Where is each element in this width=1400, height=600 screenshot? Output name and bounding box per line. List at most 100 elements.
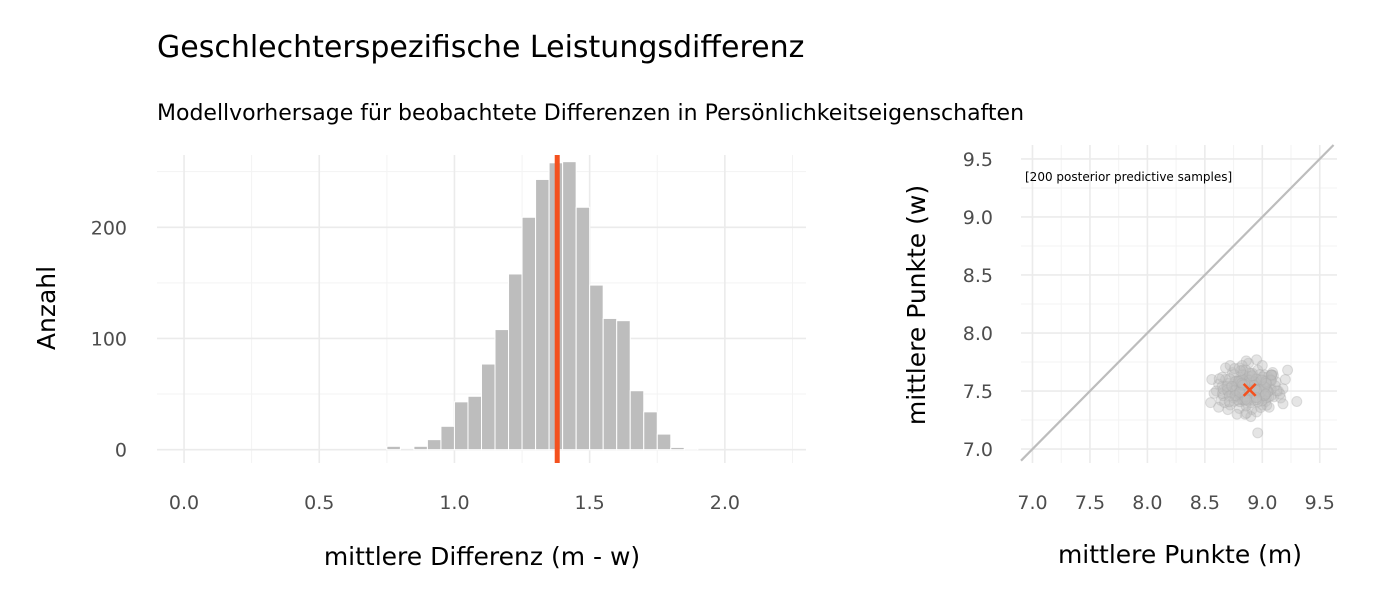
histogram-bar bbox=[535, 178, 550, 451]
sample-point bbox=[1229, 376, 1241, 388]
sample-point bbox=[1259, 369, 1271, 381]
scatter-y-axis-label: mittlere Punkte (w) bbox=[902, 185, 931, 425]
sample-point bbox=[1228, 369, 1240, 381]
sample-point bbox=[1213, 401, 1225, 413]
sample-point bbox=[1266, 369, 1278, 381]
scatter-annotation: [200 posterior predictive samples] bbox=[1025, 170, 1232, 184]
sample-point bbox=[1262, 386, 1274, 398]
histogram-bar bbox=[453, 401, 469, 451]
sample-point bbox=[1237, 379, 1249, 391]
sample-point bbox=[1236, 371, 1248, 383]
sample-point bbox=[1291, 395, 1303, 407]
histogram-bars bbox=[386, 161, 699, 451]
sample-point bbox=[1208, 387, 1220, 399]
chart-subtitle: Modellvorhersage für beobachtete Differe… bbox=[157, 101, 1024, 126]
histogram-bar bbox=[494, 329, 510, 451]
sample-point bbox=[1226, 380, 1238, 392]
chart-title: Geschlechterspezifische Leistungsdiffere… bbox=[157, 30, 804, 65]
sample-point bbox=[1224, 360, 1236, 372]
sample-point bbox=[1256, 395, 1268, 407]
sample-point bbox=[1265, 374, 1277, 386]
sample-point bbox=[1256, 399, 1268, 411]
sample-point bbox=[1255, 391, 1267, 403]
sample-point bbox=[1263, 391, 1275, 403]
sample-point bbox=[1225, 387, 1237, 399]
histogram-panel: 0.0 0.5 1.0 1.5 2.0 0 100 200 mittlere Differen… bbox=[32, 155, 806, 571]
sample-point bbox=[1257, 371, 1269, 383]
sample-point bbox=[1256, 389, 1268, 401]
sample-point bbox=[1251, 394, 1263, 406]
sample-point bbox=[1252, 364, 1264, 376]
histogram-x-tick-label: 0.0 bbox=[169, 492, 199, 514]
sample-point bbox=[1230, 380, 1242, 392]
scatter-x-tick-label: 9.5 bbox=[1305, 492, 1335, 514]
sample-point bbox=[1266, 383, 1278, 395]
histogram-tick-labels: 0.0 0.5 1.0 1.5 2.0 0 100 200 bbox=[91, 217, 740, 514]
scatter-x-axis-label: mittlere Punkte (m) bbox=[1058, 540, 1302, 569]
sample-point bbox=[1229, 384, 1241, 396]
histogram-x-tick-label: 0.5 bbox=[304, 492, 334, 514]
histogram-x-axis-label: mittlere Differenz (m - w) bbox=[324, 542, 640, 571]
sample-point bbox=[1271, 385, 1283, 397]
sample-point bbox=[1268, 391, 1280, 403]
sample-point bbox=[1243, 374, 1255, 386]
sample-point bbox=[1250, 373, 1262, 385]
scatter-y-tick-label: 9.0 bbox=[963, 207, 993, 229]
sample-point bbox=[1257, 389, 1269, 401]
scatter-y-tick-label: 7.0 bbox=[963, 439, 993, 461]
sample-point bbox=[1224, 399, 1236, 411]
sample-point bbox=[1219, 397, 1231, 409]
scatter-y-tick-label: 8.5 bbox=[963, 265, 993, 287]
sample-point bbox=[1220, 362, 1232, 374]
sample-point bbox=[1277, 383, 1289, 395]
sample-point bbox=[1206, 373, 1218, 385]
histogram-bar bbox=[683, 448, 699, 451]
histogram-y-tick-label: 0 bbox=[115, 440, 127, 462]
sample-point bbox=[1257, 389, 1269, 401]
sample-point bbox=[1210, 385, 1222, 397]
sample-point bbox=[1234, 386, 1246, 398]
sample-point bbox=[1258, 377, 1270, 389]
sample-point bbox=[1229, 390, 1241, 402]
sample-point bbox=[1222, 383, 1234, 395]
sample-point bbox=[1226, 366, 1238, 378]
sample-point bbox=[1246, 367, 1258, 379]
scatter-panel: 7.0 7.5 8.0 8.5 9.0 9.5 7.0 7.5 8.0 8.5 9.0 9.5 [20… bbox=[902, 144, 1337, 569]
sample-point bbox=[1240, 400, 1252, 412]
sample-point bbox=[1260, 377, 1272, 389]
histogram-bar bbox=[386, 445, 401, 451]
sample-point bbox=[1265, 390, 1277, 402]
sample-point bbox=[1223, 396, 1235, 408]
scatter-x-tick-label: 7.5 bbox=[1075, 492, 1105, 514]
sample-point bbox=[1260, 388, 1272, 400]
sample-point bbox=[1205, 397, 1217, 409]
sample-point bbox=[1251, 406, 1263, 418]
scatter-y-tick-label: 9.5 bbox=[963, 149, 993, 171]
histogram-bar bbox=[467, 395, 482, 451]
sample-point bbox=[1234, 375, 1246, 387]
scatter-x-tick-label: 7.0 bbox=[1017, 492, 1047, 514]
sample-point bbox=[1240, 364, 1252, 376]
sample-point bbox=[1255, 401, 1267, 413]
histogram-bar bbox=[670, 446, 685, 451]
sample-point bbox=[1234, 393, 1246, 405]
sample-point bbox=[1252, 396, 1264, 408]
histogram-bar bbox=[602, 317, 618, 451]
scatter-x-tick-label: 8.0 bbox=[1132, 492, 1162, 514]
histogram-x-tick-label: 1.0 bbox=[439, 492, 469, 514]
sample-point bbox=[1274, 388, 1286, 400]
sample-point bbox=[1232, 378, 1244, 390]
sample-point bbox=[1277, 398, 1289, 410]
sample-point bbox=[1261, 386, 1273, 398]
histogram-y-axis-label: Anzahl bbox=[32, 266, 61, 350]
sample-point bbox=[1222, 377, 1234, 389]
histogram-bar bbox=[481, 363, 496, 451]
sample-point bbox=[1232, 394, 1244, 406]
histogram-y-tick-label: 200 bbox=[91, 217, 127, 239]
sample-point bbox=[1251, 380, 1263, 392]
sample-point bbox=[1270, 376, 1282, 388]
sample-point bbox=[1220, 373, 1232, 385]
sample-point bbox=[1216, 388, 1228, 400]
sample-point bbox=[1217, 383, 1229, 395]
sample-point bbox=[1254, 382, 1266, 394]
